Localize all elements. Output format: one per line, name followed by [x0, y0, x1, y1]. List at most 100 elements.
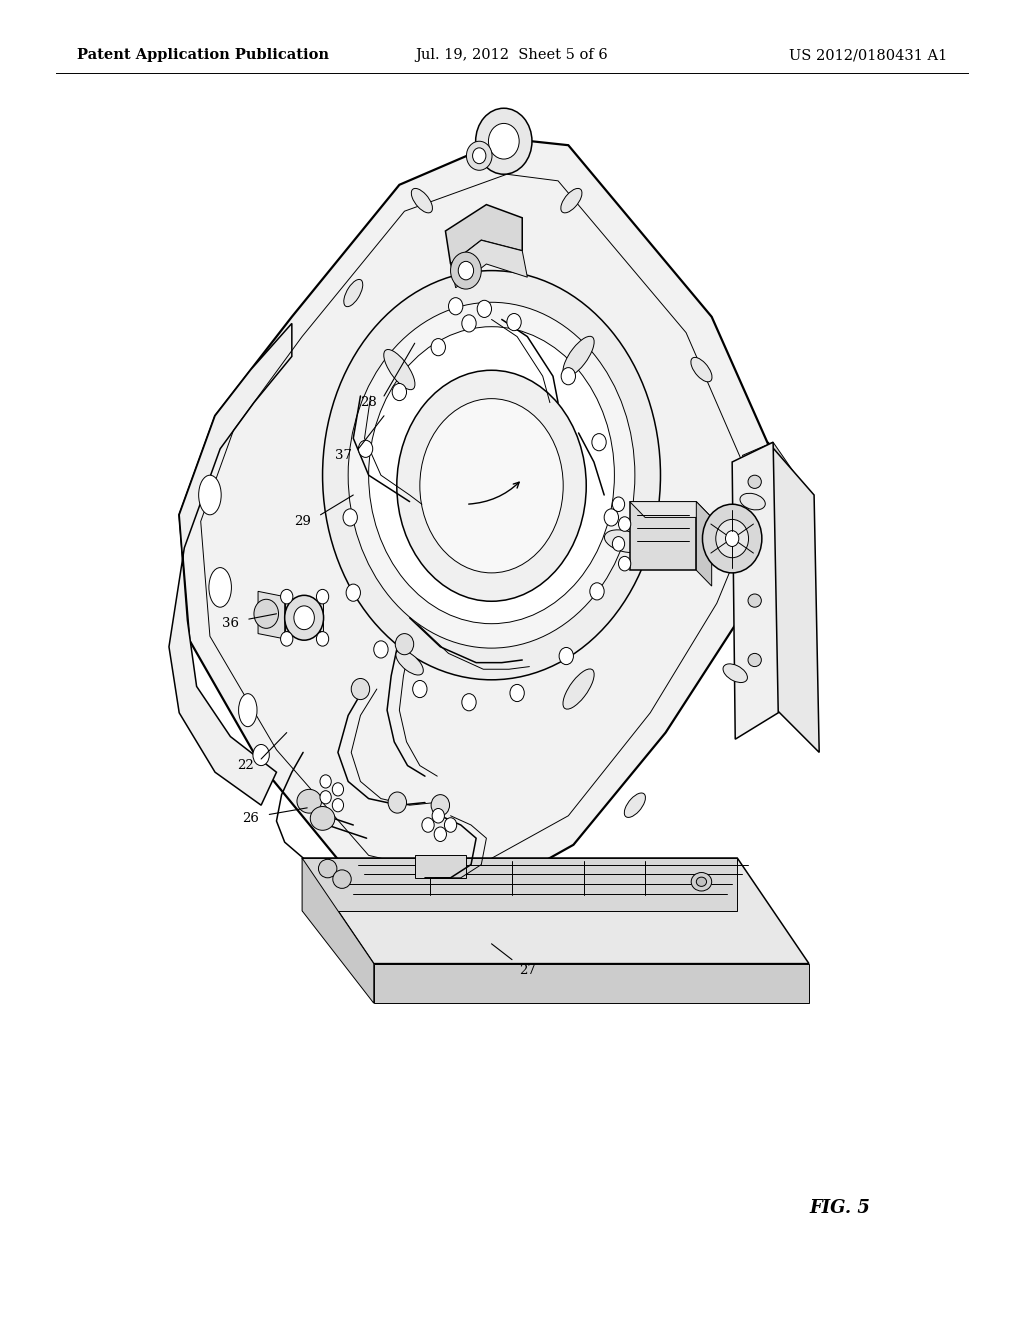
Ellipse shape: [507, 314, 521, 331]
Text: 29: 29: [294, 515, 310, 528]
Ellipse shape: [612, 537, 625, 552]
Ellipse shape: [691, 873, 712, 891]
Ellipse shape: [473, 148, 486, 164]
Ellipse shape: [561, 367, 575, 385]
Ellipse shape: [318, 859, 337, 878]
Text: 26: 26: [243, 812, 259, 825]
Ellipse shape: [332, 783, 344, 796]
Polygon shape: [630, 502, 696, 570]
Polygon shape: [732, 442, 778, 739]
Ellipse shape: [723, 664, 748, 682]
Polygon shape: [179, 139, 773, 911]
Ellipse shape: [199, 475, 221, 515]
Ellipse shape: [351, 678, 370, 700]
Ellipse shape: [431, 338, 445, 355]
Ellipse shape: [459, 261, 473, 280]
Polygon shape: [302, 858, 374, 1003]
Ellipse shape: [488, 124, 519, 158]
Ellipse shape: [431, 795, 450, 816]
Text: 27: 27: [519, 964, 536, 977]
Ellipse shape: [625, 793, 645, 817]
Ellipse shape: [422, 817, 434, 833]
Ellipse shape: [420, 399, 563, 573]
Ellipse shape: [413, 681, 427, 698]
Ellipse shape: [748, 535, 762, 548]
Ellipse shape: [316, 632, 329, 645]
Ellipse shape: [374, 640, 388, 657]
Ellipse shape: [475, 108, 532, 174]
Ellipse shape: [369, 326, 614, 623]
Text: 36: 36: [222, 616, 239, 630]
Ellipse shape: [254, 599, 279, 628]
Ellipse shape: [392, 383, 407, 401]
Ellipse shape: [748, 475, 762, 488]
Ellipse shape: [559, 647, 573, 665]
Ellipse shape: [384, 350, 415, 389]
Ellipse shape: [691, 358, 712, 381]
Polygon shape: [258, 591, 285, 639]
Ellipse shape: [294, 606, 314, 630]
Text: 37: 37: [335, 449, 351, 462]
Ellipse shape: [612, 498, 625, 511]
Ellipse shape: [395, 634, 414, 655]
Ellipse shape: [388, 792, 407, 813]
Ellipse shape: [748, 653, 762, 667]
Polygon shape: [374, 964, 809, 1003]
Ellipse shape: [344, 280, 362, 306]
Polygon shape: [696, 502, 712, 586]
Ellipse shape: [563, 669, 594, 709]
Polygon shape: [445, 205, 522, 264]
Ellipse shape: [449, 297, 463, 315]
Ellipse shape: [592, 433, 606, 451]
Ellipse shape: [740, 494, 765, 510]
Ellipse shape: [563, 337, 594, 376]
Text: 28: 28: [360, 396, 377, 409]
Ellipse shape: [396, 370, 586, 602]
Ellipse shape: [316, 589, 329, 605]
Ellipse shape: [239, 694, 257, 726]
Ellipse shape: [604, 510, 618, 527]
Polygon shape: [285, 601, 323, 631]
Polygon shape: [768, 442, 819, 752]
Text: FIG. 5: FIG. 5: [809, 1199, 869, 1217]
Ellipse shape: [702, 504, 762, 573]
Text: US 2012/0180431 A1: US 2012/0180431 A1: [788, 49, 947, 62]
Polygon shape: [742, 442, 814, 515]
Ellipse shape: [348, 302, 635, 648]
Ellipse shape: [462, 314, 476, 333]
Ellipse shape: [696, 876, 707, 887]
Ellipse shape: [434, 826, 446, 842]
Ellipse shape: [477, 300, 492, 318]
Text: Patent Application Publication: Patent Application Publication: [77, 49, 329, 62]
Polygon shape: [630, 502, 712, 517]
Ellipse shape: [281, 632, 293, 645]
Ellipse shape: [209, 568, 231, 607]
Ellipse shape: [716, 520, 749, 557]
Ellipse shape: [358, 440, 373, 458]
Ellipse shape: [253, 744, 269, 766]
Ellipse shape: [396, 651, 423, 675]
Ellipse shape: [319, 791, 332, 804]
Ellipse shape: [332, 799, 344, 812]
Ellipse shape: [510, 684, 524, 702]
Ellipse shape: [333, 870, 351, 888]
Polygon shape: [169, 323, 292, 805]
Ellipse shape: [618, 557, 631, 572]
Ellipse shape: [604, 529, 645, 553]
Ellipse shape: [561, 189, 582, 213]
Ellipse shape: [725, 531, 738, 546]
Text: 22: 22: [238, 759, 254, 772]
Ellipse shape: [297, 789, 322, 813]
Ellipse shape: [748, 594, 762, 607]
Ellipse shape: [451, 252, 481, 289]
Polygon shape: [415, 855, 466, 878]
Ellipse shape: [346, 583, 360, 602]
Ellipse shape: [412, 189, 432, 213]
Ellipse shape: [319, 775, 332, 788]
Text: Jul. 19, 2012  Sheet 5 of 6: Jul. 19, 2012 Sheet 5 of 6: [416, 49, 608, 62]
Polygon shape: [302, 858, 809, 964]
Ellipse shape: [310, 807, 335, 830]
Polygon shape: [763, 475, 809, 601]
Ellipse shape: [618, 517, 631, 532]
Ellipse shape: [462, 694, 476, 710]
